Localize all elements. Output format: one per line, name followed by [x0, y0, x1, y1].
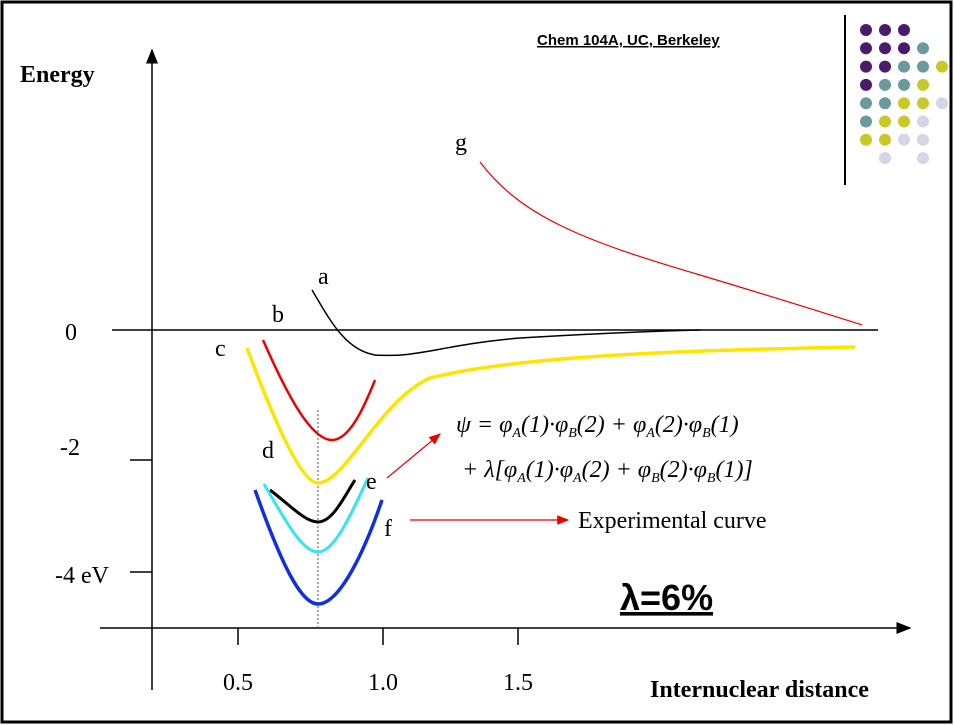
curve-label: c	[215, 336, 226, 362]
equation-subscript: B	[702, 426, 711, 441]
dot	[879, 133, 891, 146]
y-label: -4 eV	[55, 563, 110, 589]
equation-subscript: A	[572, 471, 582, 486]
dot	[879, 97, 891, 110]
equation-part: (1)	[711, 412, 739, 438]
experimental-label: Experimental curve	[578, 508, 767, 534]
lambda-label: λ=6%	[620, 577, 713, 618]
dot	[860, 115, 872, 128]
equation-subscript: A	[645, 426, 655, 441]
dot	[917, 42, 929, 55]
dot	[898, 42, 910, 55]
curve-label: e	[366, 469, 377, 495]
curve-c	[245, 345, 856, 485]
equation-arrow	[386, 433, 441, 479]
dot	[917, 97, 929, 110]
equation-part: (1)]	[715, 457, 752, 483]
equation-line: ψ = φA(1)·φB(2) + φA(2)·φB(1)	[456, 412, 739, 441]
x-label: 1.0	[368, 670, 398, 696]
equation-subscript: B	[651, 471, 660, 486]
dot	[936, 60, 948, 73]
dot	[879, 115, 891, 128]
dot	[860, 97, 872, 110]
equation-line: + λ[φA(1)·φA(2) + φB(2)·φB(1)]	[462, 457, 753, 486]
y-label: 0	[65, 320, 77, 346]
curve-label: a	[318, 264, 329, 290]
dot	[879, 78, 891, 91]
dot	[879, 152, 891, 165]
dot	[879, 24, 891, 36]
curve-g	[479, 161, 863, 326]
dot	[879, 42, 891, 55]
dot	[917, 152, 929, 165]
curve-d	[269, 479, 357, 524]
dot	[860, 60, 872, 73]
equation-subscript: B	[568, 426, 577, 441]
equation-subscript: B	[707, 471, 716, 486]
equation-part: (2) + φ	[582, 457, 651, 483]
dot	[917, 133, 929, 146]
curve-label: b	[272, 302, 284, 328]
curve-a	[311, 289, 701, 357]
equation-part: (2)·φ	[655, 412, 702, 438]
curve-label: g	[455, 130, 467, 156]
curve-b	[261, 339, 377, 442]
dot	[898, 78, 910, 91]
equation-part: ψ = φ	[456, 412, 512, 438]
y-title: Energy	[20, 62, 95, 88]
curve-label: f	[384, 516, 392, 542]
dot	[898, 24, 910, 36]
equation-subscript: A	[511, 426, 521, 441]
x-label: 0.5	[223, 670, 253, 696]
dot	[879, 60, 891, 73]
equation-part: (2) + φ	[577, 412, 646, 438]
equation-part: + λ[φ	[462, 457, 517, 483]
equation-part: (1)·φ	[526, 457, 573, 483]
y-label: -2	[60, 435, 80, 461]
equation-part: (2)·φ	[660, 457, 707, 483]
course-header: Chem 104A, UC, Berkeley	[537, 32, 720, 49]
dot	[917, 60, 929, 73]
curve-label: d	[262, 438, 274, 464]
equation-subscript: A	[516, 471, 526, 486]
dot	[936, 97, 948, 110]
dot	[860, 78, 872, 91]
dot-decoration	[860, 24, 948, 165]
equation-part: (1)·φ	[521, 412, 568, 438]
dot	[898, 133, 910, 146]
dot	[898, 97, 910, 110]
x-title: Internuclear distance	[650, 677, 869, 703]
dot	[917, 115, 929, 128]
dot	[860, 24, 872, 36]
dot	[917, 78, 929, 91]
dot	[898, 115, 910, 128]
curve-f	[253, 489, 384, 606]
dot	[898, 60, 910, 73]
x-label: 1.5	[503, 670, 533, 696]
dot	[860, 42, 872, 55]
curve-e	[262, 477, 370, 554]
dot	[860, 133, 872, 146]
